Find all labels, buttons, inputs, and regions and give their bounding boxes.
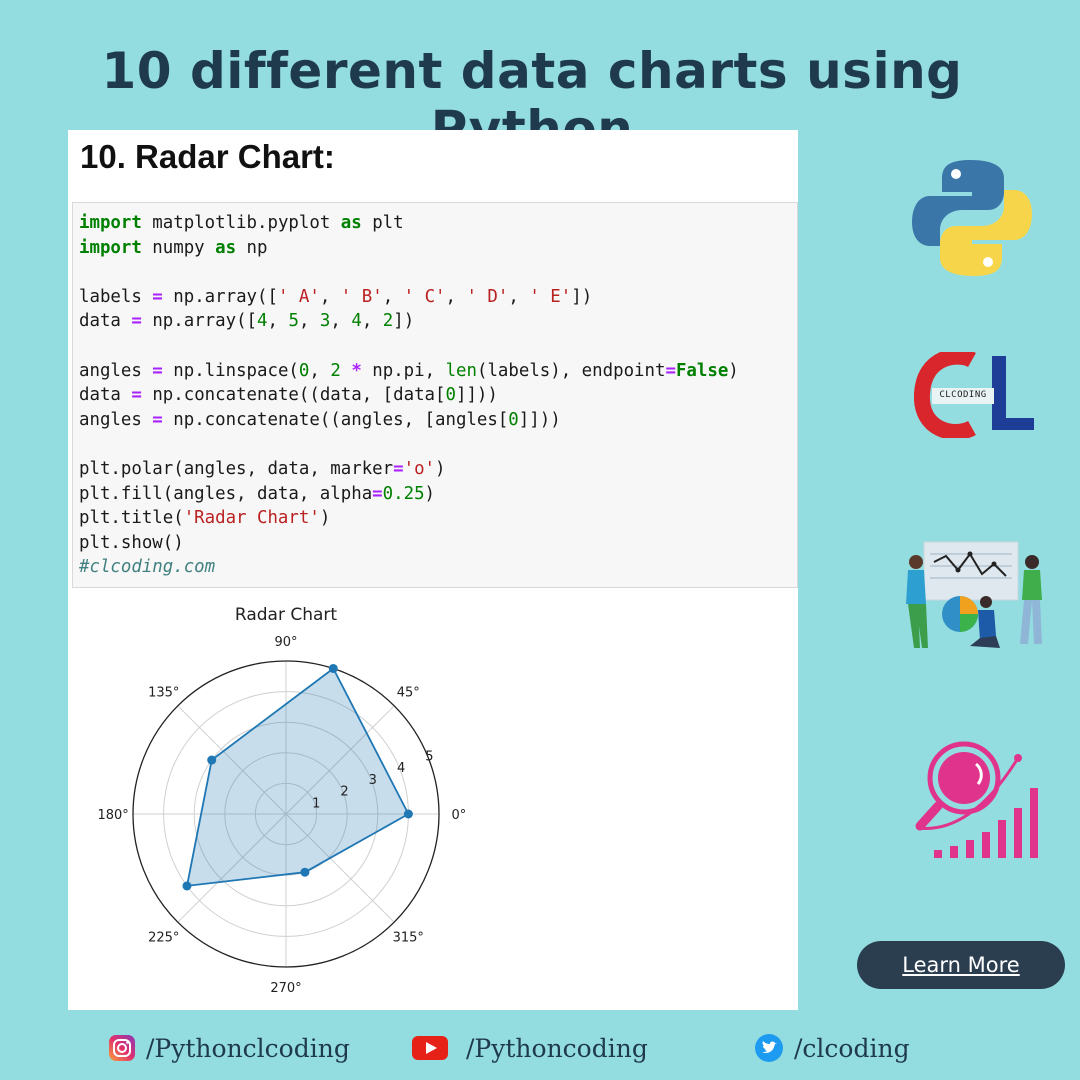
twitter-icon xyxy=(755,1034,783,1062)
r-tick-label: 3 xyxy=(369,773,377,788)
magnifier-growth-chart-icon xyxy=(915,741,1038,858)
clcoding-logo-icon xyxy=(914,348,1034,440)
section-title: 10. Radar Chart: xyxy=(80,138,335,175)
data-point-4 xyxy=(182,881,192,891)
series-fill xyxy=(187,668,409,886)
r-tick-label: 5 xyxy=(425,749,433,764)
clcoding-brand-text: CLCODING xyxy=(939,390,987,400)
grid-spoke xyxy=(285,705,395,815)
grid-spoke xyxy=(177,705,287,815)
youtube-link[interactable]: /Pythoncoding xyxy=(412,1030,648,1066)
youtube-icon xyxy=(412,1036,448,1060)
theta-tick-label: 45° xyxy=(397,686,420,701)
r-tick-label: 2 xyxy=(340,785,348,800)
chart-title: Radar Chart xyxy=(235,605,338,625)
r-tick-label: 4 xyxy=(397,761,405,776)
clcoding-logo: CLCODING xyxy=(914,348,1038,440)
theta-tick-label: 90° xyxy=(274,635,297,650)
theta-tick-label: 135° xyxy=(148,686,179,701)
theta-tick-label: 0° xyxy=(451,808,466,823)
instagram-handle: /Pythonclcoding xyxy=(146,1033,350,1063)
theta-tick-label: 315° xyxy=(393,930,424,945)
grid-spoke xyxy=(177,813,287,923)
instagram-icon xyxy=(109,1035,135,1061)
data-point-3 xyxy=(207,755,217,765)
series-line xyxy=(185,667,410,887)
theta-tick-label: 180° xyxy=(97,808,128,823)
data-point-1 xyxy=(403,809,413,819)
twitter-link[interactable]: /clcoding xyxy=(754,1030,910,1066)
instagram-link[interactable]: /Pythonclcoding xyxy=(108,1030,350,1066)
notebook-panel: 10. Radar Chart: import matplotlib.pyplo… xyxy=(68,130,798,1010)
radar-chart: Radar Chart 1 2 3 4 5 0° 45° 90° 135° 180° 225° 270°… xyxy=(68,596,498,1010)
twitter-handle: /clcoding xyxy=(794,1033,910,1063)
radar-chart-svg: Radar Chart 1 2 3 4 5 0° 45° 90° 135° 180° 225° 270°… xyxy=(97,605,466,996)
theta-tick-label: 225° xyxy=(148,930,179,945)
code-cell[interactable]: import matplotlib.pyplot as plt import n… xyxy=(72,202,798,588)
page-headline: 10 different data charts using Python xyxy=(101,42,963,158)
theta-tick-label: 270° xyxy=(270,981,301,996)
data-analysts-illustration-icon xyxy=(906,541,1042,648)
polar-frame xyxy=(132,660,440,968)
data-point-2 xyxy=(328,663,338,673)
learn-more-button[interactable]: Learn More xyxy=(857,941,1065,989)
code-comment: #clcoding.com xyxy=(79,557,216,578)
python-logo-icon xyxy=(912,160,1032,276)
r-tick-label: 1 xyxy=(312,796,320,811)
grid-spoke xyxy=(285,813,395,923)
code-block: import matplotlib.pyplot as plt import n… xyxy=(79,213,739,578)
youtube-handle: /Pythoncoding xyxy=(466,1033,648,1063)
data-point-5 xyxy=(300,867,310,877)
